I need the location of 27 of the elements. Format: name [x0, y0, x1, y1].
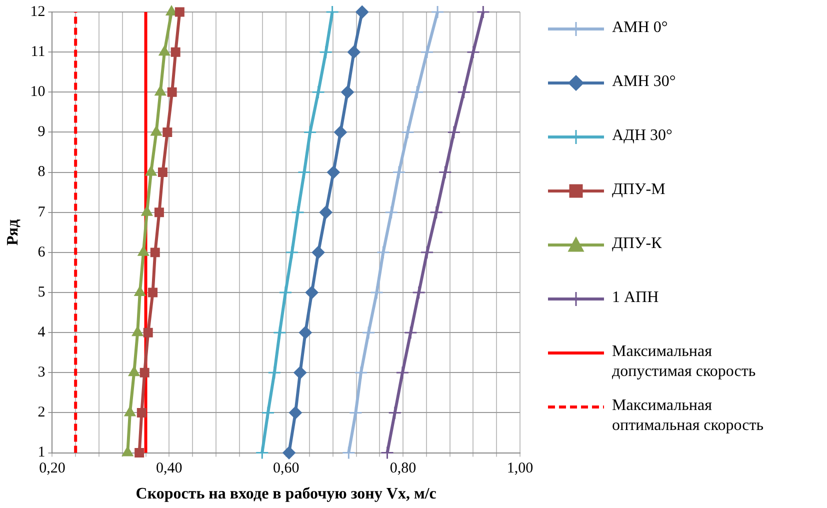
y-tick-label: 2 [38, 404, 46, 421]
y-tick-label: 7 [38, 204, 46, 220]
y-axis-title: Ряд [4, 219, 22, 246]
legend-label: 1 АПН [612, 288, 659, 308]
x-tick-label: 0,40 [156, 460, 182, 477]
y-tick-label: 11 [30, 44, 46, 60]
legend-label: Максимальная допустимая скорость [612, 342, 757, 382]
legend-label: ДПУ-К [612, 234, 662, 254]
y-tick-label: 10 [30, 84, 46, 100]
legend-label: ДПУ-М [612, 180, 666, 200]
y-tick-label: 6 [38, 244, 46, 260]
legend-label: АМН 0° [612, 18, 668, 38]
y-tick-label: 12 [30, 4, 46, 20]
y-tick-label: 3 [38, 364, 46, 381]
x-axis-title: Скорость на входе в рабочую зону Vx, м/с [136, 486, 436, 503]
y-tick-label: 1 [38, 444, 46, 461]
y-tick-label: 8 [38, 164, 46, 180]
x-tick-label: 0,20 [39, 460, 66, 477]
y-tick-label: 5 [38, 284, 46, 300]
legend-label: АМН 30° [612, 72, 676, 92]
legend-label: Максимальная оптимальная скорость [612, 396, 765, 436]
y-tick-label: 9 [38, 124, 46, 140]
x-tick-label: 1,00 [506, 460, 534, 477]
y-tick-label: 4 [38, 324, 46, 341]
legend-label: АДН 30° [612, 126, 672, 146]
x-tick-label: 0,80 [390, 460, 416, 477]
x-tick-label: 0,60 [272, 460, 300, 477]
